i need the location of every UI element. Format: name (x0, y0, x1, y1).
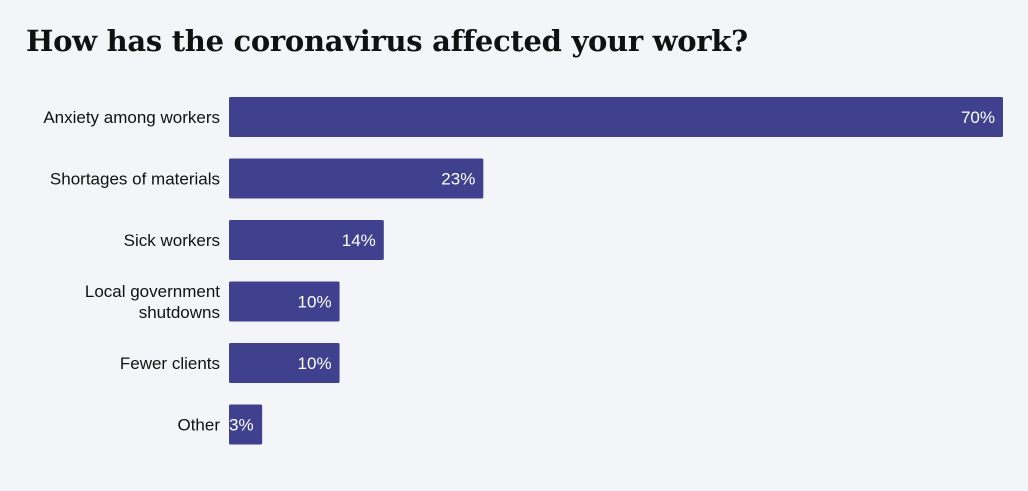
bar-4 (229, 343, 340, 383)
category-label-line: Anxiety among workers (43, 108, 220, 127)
category-label-0: Anxiety among workers (43, 108, 220, 127)
value-label-5: 3% (229, 416, 254, 435)
value-label-1: 23% (441, 170, 475, 189)
category-label-3: Local government shutdowns (85, 282, 220, 322)
category-label-line: Sick workers (124, 231, 220, 250)
category-label-line: Shortages of materials (50, 170, 220, 189)
bar-2 (229, 220, 384, 260)
category-label-line: Local government (85, 282, 220, 301)
bar-3 (229, 281, 340, 322)
chart-title: How has the coronavirus affected your wo… (26, 24, 748, 58)
bar-0 (229, 97, 1003, 137)
value-label-0: 70% (961, 108, 995, 127)
category-label-line: Other (177, 416, 220, 435)
value-label-3: 10% (298, 293, 332, 312)
category-label-4: Fewer clients (120, 354, 220, 373)
category-label-line: Fewer clients (120, 354, 220, 373)
value-label-2: 14% (342, 231, 376, 250)
value-label-4: 10% (298, 354, 332, 373)
category-label-2: Sick workers (124, 231, 220, 250)
category-label-1: Shortages of materials (50, 170, 220, 189)
category-label-5: Other (177, 416, 220, 435)
bar-5 (229, 404, 263, 445)
category-label-line: shutdowns (139, 303, 220, 322)
bar-1 (229, 158, 484, 199)
